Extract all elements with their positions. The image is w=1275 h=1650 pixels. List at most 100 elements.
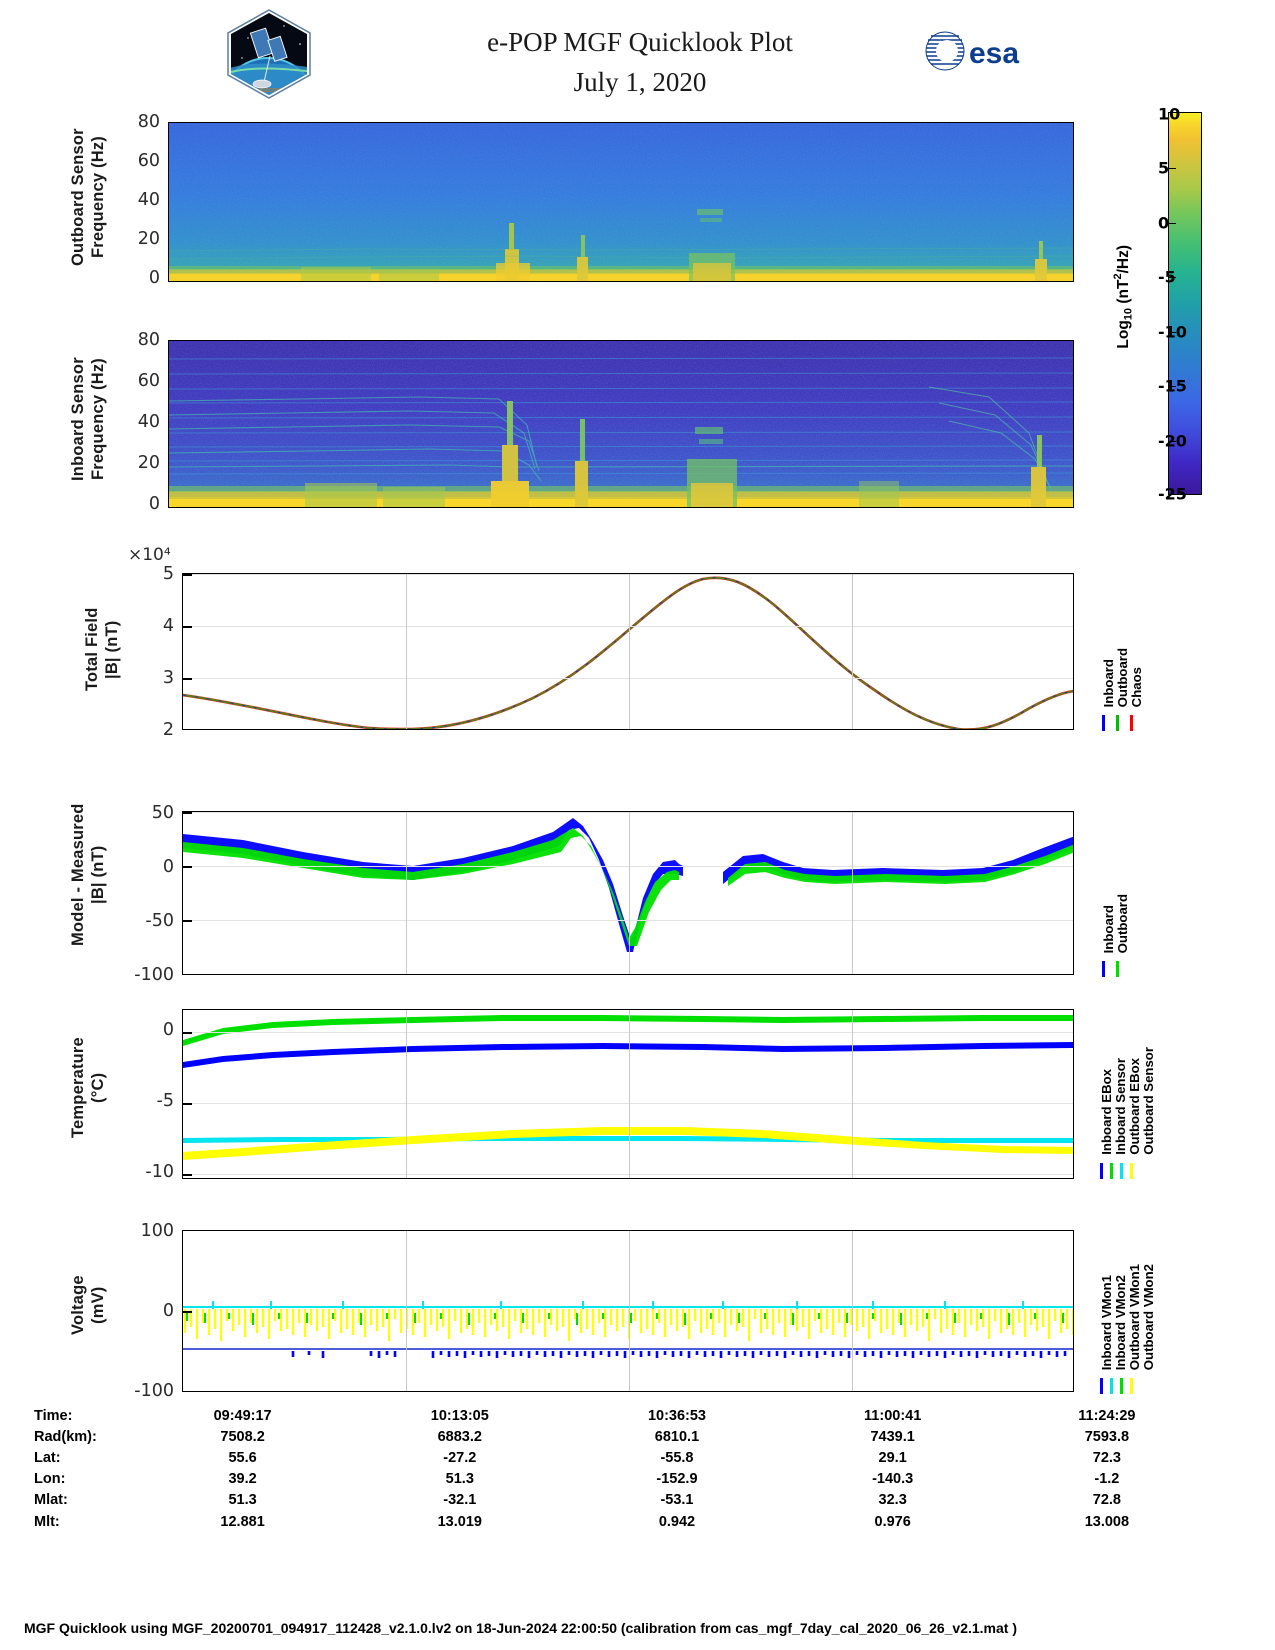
legend-swatch-outboard-ebox (1120, 1163, 1123, 1179)
legend-voltage: Inboard VMon1 Inboard VMon2 Outboard VMo… (1099, 1230, 1180, 1396)
cell-rad-5: 7593.8 (1084, 1428, 1130, 1445)
table-row: Lat: 55.6 -27.2 -55.8 29.1 72.3 (34, 1447, 1214, 1468)
cell-lat-5: 72.3 (1092, 1449, 1121, 1466)
panel-model-minus-measured: Model - Measured |B| (nT) 50 0 -50 -100 … (0, 775, 1275, 985)
cell-lat-2: -27.2 (443, 1449, 477, 1466)
panel-total-field: Total Field |B| (nT) ×10⁴ 5 4 3 2 Inboar… (0, 545, 1275, 740)
dasscope-mission-logo-icon: DASSCOPE (227, 9, 311, 99)
cell-mlt-2: 13.019 (437, 1513, 482, 1530)
table-row: Mlt: 12.881 13.019 0.942 0.976 13.008 (34, 1511, 1214, 1532)
svg-text:esa: esa (969, 37, 1019, 70)
ylabel-inboard-spectrogram: Inboard Sensor Frequency (Hz) (69, 357, 107, 481)
title-line-2: July 1, 2020 (573, 67, 707, 97)
cell-rad-3: 6810.1 (654, 1428, 700, 1445)
cell-mlat-3: -53.1 (660, 1492, 694, 1509)
total-field-series (183, 576, 1073, 729)
legend-swatch-chaos (1130, 715, 1133, 731)
svg-text:DASSCOPE: DASSCOPE (255, 88, 284, 94)
table-row: Mlat: 51.3 -32.1 -53.1 32.3 72.8 (34, 1490, 1214, 1511)
temperature-series (183, 1015, 1073, 1160)
legend-item-outboard-vmon2: Outboard VMon2 (1141, 1263, 1156, 1370)
cell-lon-2: 51.3 (445, 1471, 474, 1488)
ylabel-model-minus-measured: Model - Measured |B| (nT) (69, 803, 107, 947)
outboard-spectrogram-axes[interactable] (168, 122, 1074, 282)
table-row: Time: 09:49:17 10:13:05 10:36:53 11:00:4… (34, 1405, 1214, 1426)
cell-mlat-1: 51.3 (228, 1492, 257, 1509)
row-label-lon: Lon: (34, 1471, 66, 1488)
cell-rad-1: 7508.2 (220, 1428, 265, 1445)
ephemeris-table: Time: 09:49:17 10:13:05 10:36:53 11:00:4… (0, 1405, 1275, 1532)
legend-swatch-outboard-vmon1 (1120, 1378, 1123, 1394)
cell-mlt-4: 0.976 (874, 1513, 911, 1530)
cell-time-4: 11:00:41 (864, 1407, 922, 1424)
legend-swatch-outboard-sensor (1130, 1163, 1133, 1179)
voltage-axes[interactable] (182, 1230, 1074, 1392)
colorbar-gradient (1169, 113, 1201, 494)
cell-mlt-3: 0.942 (658, 1513, 696, 1530)
legend-item-inboard-vmon2: Inboard VMon2 (1113, 1274, 1128, 1370)
ylabel-total-field: Total Field |B| (nT) (83, 607, 121, 692)
temperature-axes[interactable] (182, 1009, 1074, 1179)
cell-mlat-4: 32.3 (878, 1492, 907, 1509)
page-title: e-POP MGF Quicklook Plot July 1, 2020 (340, 22, 940, 102)
ylabel-temperature: Temperature (°C) (69, 1037, 107, 1138)
legend-swatch-inboard-vmon1 (1100, 1378, 1103, 1394)
cell-lat-3: -55.8 (660, 1449, 694, 1466)
legend-swatch-inboard (1102, 961, 1105, 977)
legend-item-inboard: Inboard (1101, 904, 1116, 953)
legend-item-outboard: Outboard (1115, 893, 1130, 953)
legend-swatch-outboard-vmon2 (1130, 1378, 1133, 1394)
cell-rad-2: 6883.2 (437, 1428, 482, 1445)
legend-swatch-inboard-sensor (1110, 1163, 1113, 1179)
table-row: Rad(km): 7508.2 6883.2 6810.1 7439.1 759… (34, 1426, 1214, 1447)
legend-item-outboard: Outboard (1115, 647, 1130, 707)
legend-item-outboard-vmon1: Outboard VMon1 (1127, 1263, 1142, 1370)
legend-item-inboard-vmon1: Inboard VMon1 (1099, 1274, 1114, 1370)
inboard-spectrogram-axes[interactable] (168, 340, 1074, 508)
cell-mlat-2: -32.1 (443, 1492, 477, 1509)
legend-temperature: Inboard EBox Inboard Sensor Outboard EBo… (1099, 1009, 1180, 1181)
legend-item-inboard-ebox: Inboard EBox (1099, 1069, 1114, 1155)
footer-provenance-text: MGF Quicklook using MGF_20200701_094917_… (24, 1620, 1018, 1636)
legend-swatch-outboard (1116, 715, 1119, 731)
legend-swatch-inboard-ebox (1100, 1163, 1103, 1179)
legend-item-inboard: Inboard (1101, 658, 1116, 707)
table-row: Lon: 39.2 51.3 -152.9 -140.3 -1.2 (34, 1469, 1214, 1490)
row-label-rad: Rad(km): (34, 1428, 97, 1445)
page-header: DASSCOPE e-POP MGF Quicklook Plot July 1… (0, 0, 1275, 105)
cell-lon-4: -140.3 (872, 1471, 914, 1488)
total-field-axes[interactable] (182, 573, 1074, 730)
panel-inboard-spectrogram: Inboard Sensor Frequency (Hz) 80 60 40 2… (0, 330, 1275, 514)
panel-outboard-spectrogram: Outboard Sensor Frequency (Hz) 80 60 40 … (0, 112, 1275, 288)
cell-lon-5: -1.2 (1094, 1471, 1120, 1488)
row-label-mlat: Mlat: (34, 1492, 68, 1509)
model-minus-measured-axes[interactable] (182, 811, 1074, 975)
ylabel-voltage: Voltage (mV) (69, 1275, 107, 1335)
cell-time-2: 10:13:05 (430, 1407, 489, 1424)
legend-item-outboard-ebox: Outboard EBox (1127, 1058, 1142, 1155)
legend-swatch-inboard-vmon2 (1110, 1378, 1113, 1394)
colorbar[interactable] (1168, 112, 1202, 495)
panel-voltage: Voltage (mV) 100 0 -100 (0, 1205, 1275, 1401)
legend-model-minus-measured: Inboard Outboard (1101, 811, 1172, 979)
legend-swatch-outboard (1116, 961, 1119, 977)
row-label-mlt: Mlt: (34, 1513, 60, 1530)
outboard-spectrogram-image (169, 123, 1073, 281)
cell-lon-3: -152.9 (656, 1471, 698, 1488)
cell-mlat-5: 72.8 (1092, 1492, 1121, 1509)
esa-logo-icon: esa (925, 31, 1019, 71)
title-line-1: e-POP MGF Quicklook Plot (487, 27, 793, 57)
model-minus-measured-series (183, 818, 1073, 952)
row-label-time: Time: (34, 1407, 73, 1424)
cell-mlt-5: 13.008 (1084, 1513, 1130, 1530)
legend-item-outboard-sensor: Outboard Sensor (1141, 1047, 1156, 1155)
legend-item-chaos: Chaos (1129, 666, 1144, 707)
inboard-spectrogram-image (169, 341, 1073, 507)
legend-swatch-inboard (1102, 715, 1105, 731)
cell-lat-4: 29.1 (878, 1449, 907, 1466)
row-label-lat: Lat: (34, 1449, 61, 1466)
legend-item-inboard-sensor: Inboard Sensor (1113, 1058, 1128, 1155)
cell-time-5: 11:24:29 (1078, 1407, 1136, 1424)
cell-time-3: 10:36:53 (647, 1407, 706, 1424)
cell-lat-1: 55.6 (228, 1449, 257, 1466)
